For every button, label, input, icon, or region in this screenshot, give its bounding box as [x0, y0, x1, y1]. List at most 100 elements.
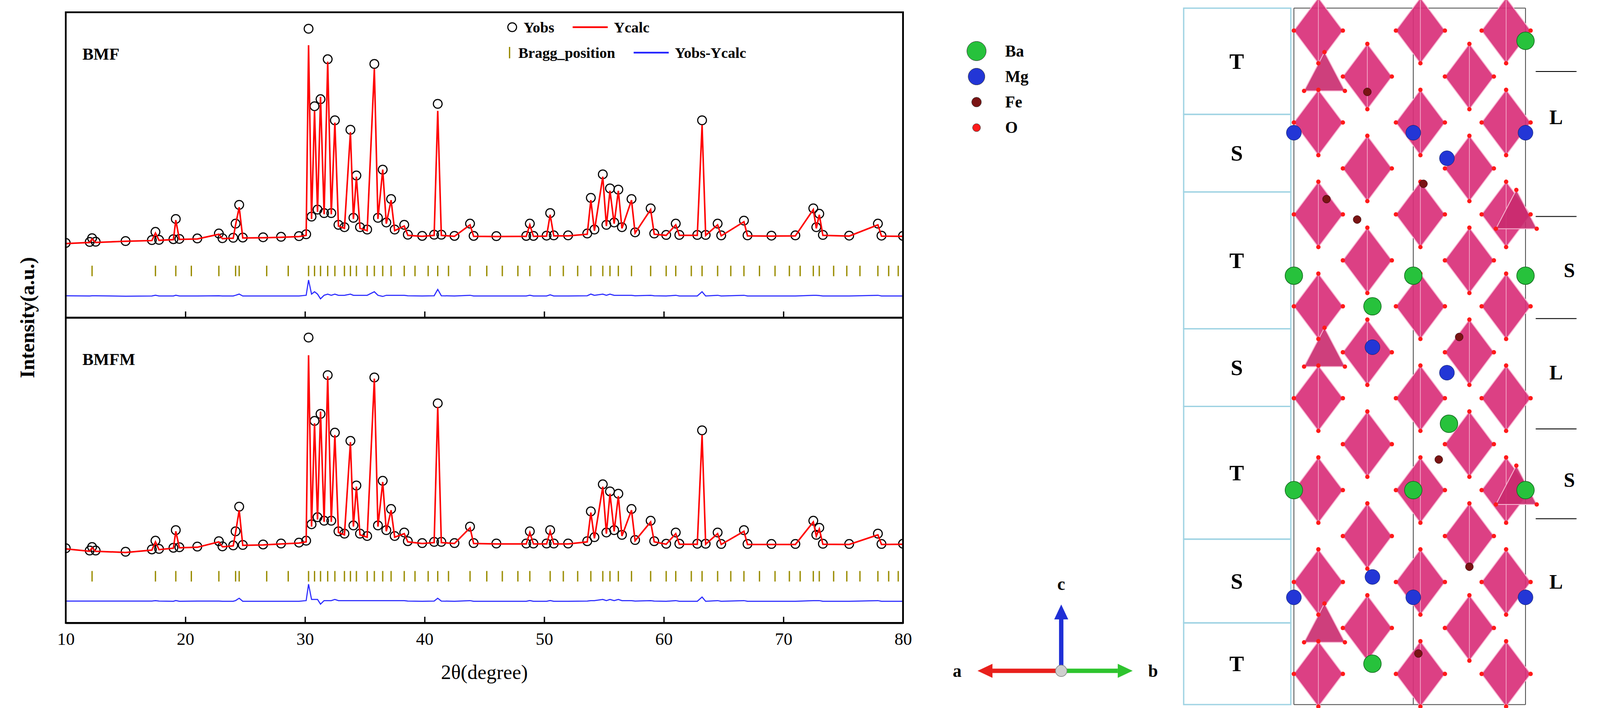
octahedron	[1444, 503, 1494, 569]
x-axis-title: 2θ(degree)	[440, 660, 528, 683]
octahedron	[1395, 457, 1445, 523]
bragg-tick	[576, 265, 579, 277]
tick-label: 80	[894, 628, 913, 649]
atom-fe	[1434, 455, 1443, 464]
tick-mark	[663, 616, 665, 623]
tick-mark	[304, 311, 306, 318]
atom-o	[1291, 579, 1297, 584]
atom-o	[1442, 441, 1448, 447]
legend-marker	[508, 46, 511, 59]
plot-data	[65, 24, 904, 299]
atom-o	[1504, 546, 1509, 552]
block-box	[1183, 8, 1291, 115]
bragg-tick	[832, 570, 835, 582]
triad-head	[1054, 604, 1069, 619]
octahedron	[1395, 273, 1445, 339]
octahedron	[1342, 227, 1392, 293]
bragg-tick	[690, 570, 693, 582]
atom-o	[1316, 611, 1321, 617]
atom-o	[1316, 244, 1321, 249]
cell-edge	[1294, 7, 1526, 9]
atom-fe	[1419, 179, 1428, 188]
tick: 50	[535, 616, 554, 649]
bragg-tick	[730, 265, 732, 277]
tick-mark	[902, 616, 904, 623]
atom-o	[1365, 408, 1370, 414]
atom-ba	[1516, 32, 1535, 50]
bragg-tick	[609, 265, 611, 277]
octahedron-edge	[1367, 503, 1369, 569]
x-axis: 1020304050607080	[57, 616, 913, 649]
atom-o	[1442, 303, 1448, 309]
bragg-tick	[373, 265, 375, 277]
bragg-tick	[448, 570, 450, 582]
octahedron-edge	[1505, 548, 1507, 615]
obs-point	[433, 99, 443, 109]
tick-label: 50	[535, 628, 554, 649]
bragg-tick	[590, 265, 592, 277]
atom-o	[1389, 74, 1394, 79]
atom-o	[1340, 258, 1345, 263]
atom-o	[1365, 133, 1370, 139]
atom-o	[1504, 336, 1509, 342]
bragg-tick	[266, 265, 268, 277]
atom-o	[1467, 133, 1472, 139]
block-box	[1183, 538, 1291, 623]
atom-o	[1291, 671, 1297, 676]
bragg-tick	[897, 265, 900, 277]
obs-point	[697, 115, 707, 125]
atom-o	[1316, 455, 1321, 460]
atom-o	[1442, 625, 1448, 630]
bragg-tick	[287, 570, 289, 582]
block-box	[1183, 192, 1291, 329]
bragg-tick	[774, 265, 776, 277]
bragg-tick	[469, 265, 471, 277]
atom-o	[1418, 520, 1423, 525]
octahedron	[1444, 135, 1494, 202]
octahedron-edge	[1505, 365, 1507, 431]
atom-o	[1467, 408, 1472, 414]
bragg-tick	[630, 570, 633, 582]
atom-o	[1442, 671, 1448, 676]
atom-o	[1467, 657, 1472, 663]
bragg-tick	[349, 265, 352, 277]
tick: 80	[894, 616, 913, 649]
octahedron-edge	[1367, 411, 1369, 477]
atom-o	[1418, 336, 1423, 342]
bragg-tick	[812, 570, 815, 582]
octahedron	[1395, 365, 1445, 431]
layer-separator	[1535, 71, 1577, 72]
atom-o	[1340, 74, 1345, 79]
bragg-tick	[427, 265, 429, 277]
atom-o	[1504, 520, 1509, 525]
tick: 40	[416, 616, 434, 649]
atom-o	[1389, 533, 1394, 538]
atom-o	[1365, 592, 1370, 598]
atom-o	[1301, 88, 1307, 93]
atom-mg	[1439, 150, 1455, 166]
atom-o	[1342, 88, 1348, 93]
atom-o	[1514, 462, 1519, 468]
atom-o	[1467, 199, 1472, 204]
atom-o	[1365, 317, 1370, 322]
octahedron-edge	[1468, 594, 1470, 661]
atom-o	[1504, 244, 1509, 249]
bragg-tick	[403, 570, 406, 582]
octahedron-edge	[1367, 43, 1369, 110]
atom-o	[1316, 546, 1321, 552]
atom-o	[1467, 317, 1472, 322]
atom-o	[1528, 303, 1533, 309]
atom-o	[1291, 303, 1297, 309]
layer-label: S	[1563, 259, 1576, 282]
atom-o	[1340, 166, 1345, 171]
bragg-tick	[877, 265, 879, 277]
bragg-tick	[562, 265, 565, 277]
legend-item: Yobs-Ycalc	[633, 44, 747, 61]
tick	[903, 311, 904, 318]
atom-o	[1393, 303, 1398, 309]
octahedron	[1481, 89, 1531, 156]
triad-label: c	[1057, 573, 1066, 594]
atom-o	[1340, 395, 1345, 401]
atom-fe	[1455, 332, 1464, 341]
triad-label: a	[952, 660, 962, 681]
